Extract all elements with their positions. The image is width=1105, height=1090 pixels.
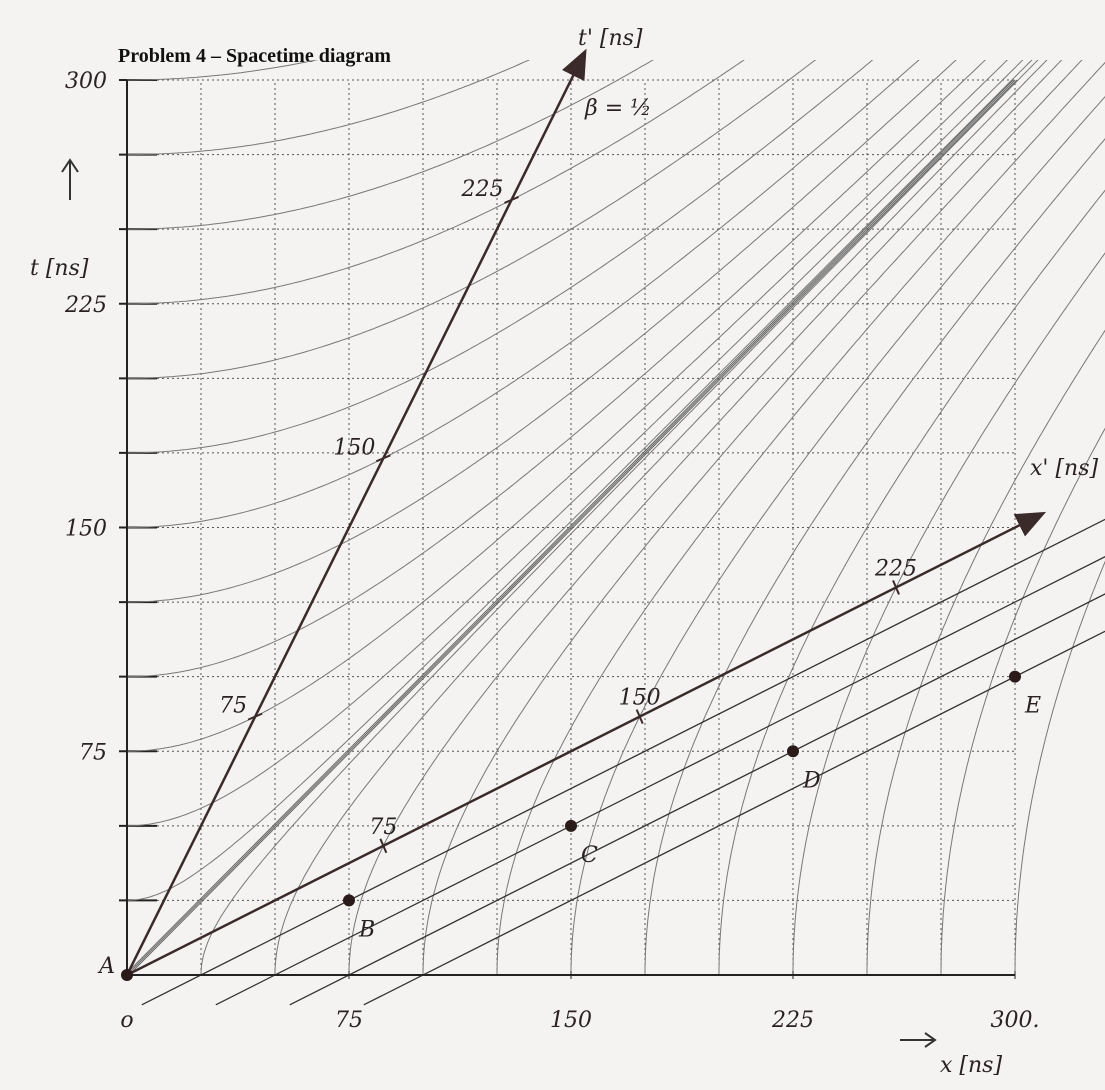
- event-label: C: [581, 843, 598, 868]
- t-prime-axis-label: t' [ns]: [578, 26, 643, 51]
- t-tick-label: 300: [65, 69, 107, 94]
- x-tick-label: 300.: [991, 1008, 1040, 1033]
- page: Problem 4 – Spacetime diagram o 75 150 225 3…: [0, 0, 1105, 1090]
- event-label: E: [1024, 694, 1041, 719]
- event-point: [565, 820, 577, 832]
- event-label: B: [358, 917, 375, 942]
- x-tick-label: o: [120, 1008, 133, 1033]
- beta-label: β = ½: [584, 96, 651, 121]
- t-tick-label: 225: [64, 293, 107, 318]
- title: Problem 4 – Spacetime diagram: [118, 45, 391, 67]
- event-point: [121, 969, 133, 981]
- x-prime-tick-label: 225: [874, 556, 917, 581]
- x-tick-label: 150: [550, 1008, 592, 1033]
- x-axis-label: x [ns]: [940, 1053, 1002, 1078]
- t-prime-tick-label: 150: [333, 435, 375, 460]
- spacetime-diagram: Problem 4 – Spacetime diagram o 75 150 225 3…: [0, 0, 1105, 1090]
- x-tick-label: 75: [335, 1008, 363, 1033]
- t-axis-label: t [ns]: [30, 256, 89, 281]
- event-label: D: [802, 768, 821, 793]
- t-prime-tick-label: 225: [461, 177, 504, 202]
- event-point: [787, 745, 799, 757]
- x-prime-tick-label: 75: [369, 815, 397, 840]
- x-tick-label: 225: [771, 1008, 814, 1033]
- x-prime-axis-label: x' [ns]: [1030, 456, 1098, 481]
- x-prime-tick-label: 150: [619, 686, 661, 711]
- paper: [0, 0, 1105, 1090]
- event-label: A: [97, 954, 115, 979]
- event-point: [1009, 671, 1021, 683]
- t-tick-label: 75: [79, 740, 107, 765]
- t-tick-label: 150: [65, 517, 107, 542]
- t-prime-tick-label: 75: [219, 694, 247, 719]
- event-point: [343, 894, 355, 906]
